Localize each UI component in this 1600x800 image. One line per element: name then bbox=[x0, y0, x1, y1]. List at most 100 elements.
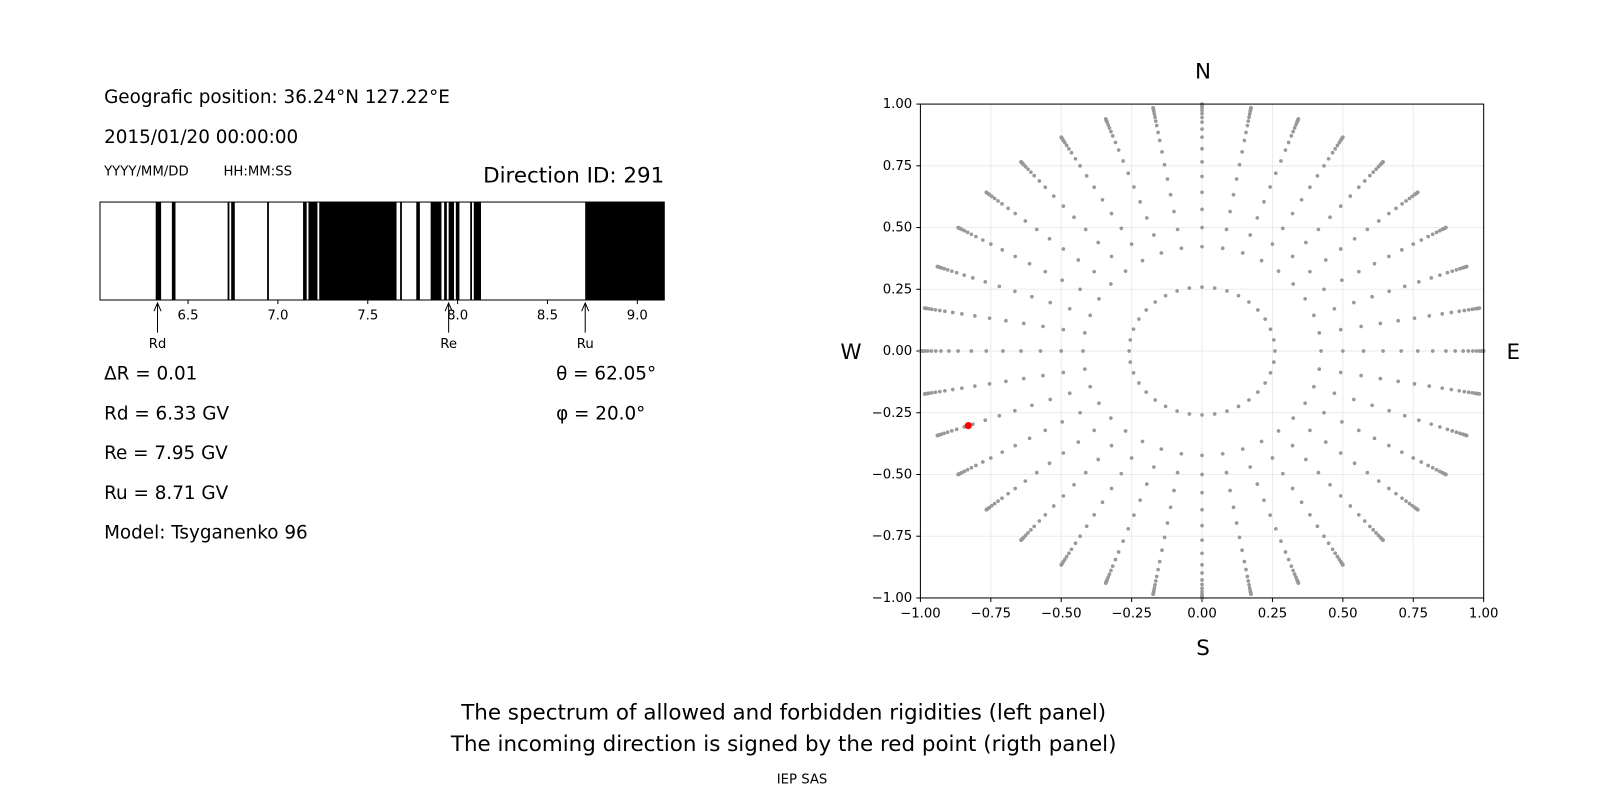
caption: The spectrum of allowed and forbidden ri… bbox=[460, 700, 1106, 725]
direction-point bbox=[1376, 479, 1381, 483]
direction-point bbox=[1271, 360, 1276, 364]
direction-point bbox=[1013, 443, 1018, 448]
direction-point bbox=[1132, 513, 1136, 517]
direction-point bbox=[1407, 196, 1412, 201]
direction-point bbox=[1444, 225, 1448, 230]
direction-point bbox=[1370, 403, 1374, 408]
direction-point bbox=[965, 467, 970, 472]
direction-point bbox=[1137, 381, 1141, 385]
direction-point bbox=[1151, 592, 1155, 597]
direction-point bbox=[1023, 479, 1028, 483]
direction-point bbox=[1162, 535, 1167, 540]
direction-point bbox=[1268, 185, 1272, 189]
direction-point bbox=[1059, 563, 1064, 567]
direction-point bbox=[1312, 384, 1316, 389]
direction-point bbox=[1477, 306, 1482, 310]
direction-point bbox=[1387, 254, 1391, 259]
direction-point bbox=[1240, 149, 1244, 154]
x-tick-label: 9.0 bbox=[627, 308, 648, 323]
direction-point bbox=[1299, 500, 1304, 505]
direction-point bbox=[1043, 428, 1048, 433]
direction-point bbox=[1372, 436, 1377, 441]
direction-point bbox=[1144, 216, 1149, 220]
direction-point bbox=[1262, 200, 1266, 204]
direction-point bbox=[1256, 390, 1260, 394]
direction-point bbox=[1328, 482, 1332, 487]
direction-point bbox=[1224, 227, 1229, 232]
direction-point bbox=[1107, 572, 1112, 576]
x-tick-label: −0.50 bbox=[1041, 606, 1082, 621]
direction-point bbox=[1255, 482, 1260, 486]
direction-id: Direction ID: 291 bbox=[483, 164, 664, 189]
direction-point bbox=[1153, 300, 1158, 304]
direction-point bbox=[956, 349, 960, 353]
direction-point bbox=[1059, 349, 1064, 353]
direction-point bbox=[1365, 470, 1370, 475]
direction-point bbox=[984, 349, 989, 353]
direction-point bbox=[1026, 531, 1030, 535]
x-tick-label: 1.00 bbox=[1469, 606, 1499, 621]
direction-point bbox=[1374, 167, 1378, 172]
direction-point bbox=[925, 349, 930, 353]
direction-point bbox=[1200, 453, 1204, 458]
direction-point bbox=[1462, 308, 1467, 313]
direction-point bbox=[1051, 194, 1056, 198]
direction-point bbox=[1179, 451, 1184, 456]
direction-point bbox=[1116, 550, 1121, 554]
y-tick-label: 1.00 bbox=[883, 97, 913, 112]
direction-point bbox=[1440, 386, 1445, 390]
direction-point bbox=[1249, 105, 1253, 110]
direction-point bbox=[997, 413, 1002, 418]
direction-point bbox=[1030, 403, 1034, 408]
direction-point bbox=[1109, 254, 1114, 259]
direction-point bbox=[1416, 279, 1421, 284]
direction-point bbox=[1396, 318, 1400, 323]
x-tick-label: 8.5 bbox=[537, 308, 558, 323]
direction-point bbox=[960, 312, 964, 316]
direction-point bbox=[1078, 287, 1082, 292]
direction-point bbox=[1352, 397, 1356, 402]
direction-point bbox=[1138, 200, 1142, 204]
direction-point bbox=[969, 232, 974, 237]
direction-point bbox=[1126, 171, 1131, 176]
direction-point bbox=[1119, 471, 1124, 476]
direction-point bbox=[956, 472, 960, 477]
direction-point bbox=[1109, 416, 1113, 420]
direction-point bbox=[1200, 578, 1204, 582]
direction-point bbox=[1464, 433, 1469, 438]
forbidden-band bbox=[267, 202, 269, 300]
direction-point bbox=[1273, 171, 1278, 176]
direction-point bbox=[1292, 572, 1297, 576]
direction-point bbox=[1165, 177, 1170, 181]
direction-point bbox=[1061, 451, 1066, 455]
direction-point bbox=[1444, 472, 1448, 477]
direction-point bbox=[1000, 496, 1004, 501]
direction-point bbox=[1259, 258, 1264, 263]
direction-point bbox=[1000, 202, 1004, 206]
direction-point bbox=[1356, 269, 1361, 274]
direction-point bbox=[1088, 313, 1093, 318]
direction-point bbox=[974, 234, 978, 239]
direction-point bbox=[1100, 197, 1105, 202]
direction-point bbox=[1069, 150, 1074, 155]
direction-point bbox=[1200, 115, 1204, 120]
direction-point bbox=[969, 349, 974, 353]
direction-point bbox=[1061, 370, 1066, 375]
direction-point bbox=[1137, 317, 1141, 321]
direction-point bbox=[929, 390, 934, 395]
direction-point bbox=[1152, 233, 1156, 237]
direction-point bbox=[1335, 143, 1340, 148]
direction-point bbox=[1387, 443, 1391, 448]
direction-point bbox=[1370, 294, 1374, 299]
direction-point bbox=[1097, 297, 1101, 301]
direction-point bbox=[1308, 185, 1312, 190]
direction-point bbox=[933, 390, 938, 395]
direction-point bbox=[945, 430, 950, 435]
direction-point bbox=[1154, 574, 1159, 579]
direction-point bbox=[1371, 528, 1376, 532]
forbidden-band bbox=[308, 202, 318, 300]
compass-south: S bbox=[1196, 636, 1210, 661]
direction-point bbox=[1128, 338, 1133, 342]
direction-point bbox=[984, 190, 989, 195]
direction-point bbox=[960, 386, 964, 390]
